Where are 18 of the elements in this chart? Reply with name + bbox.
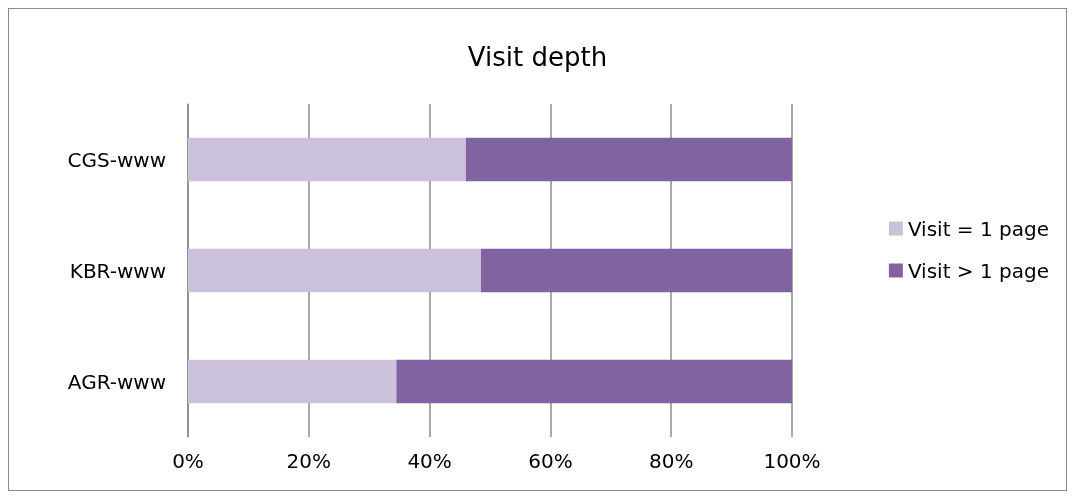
x-tick-label: 60% xyxy=(528,449,573,473)
x-tick-label: 40% xyxy=(407,449,452,473)
y-tick-label: CGS-www xyxy=(67,147,166,172)
bar xyxy=(188,248,481,293)
legend-label: Visit > 1 page xyxy=(907,258,1049,283)
x-tick-label: 100% xyxy=(763,449,821,473)
x-tick-label: 80% xyxy=(648,449,694,473)
y-tick-label: KBR-www xyxy=(69,258,166,283)
bar xyxy=(465,137,792,182)
x-tick-label: 0% xyxy=(172,449,204,473)
bar xyxy=(188,137,466,182)
bar xyxy=(396,359,792,404)
bar xyxy=(480,248,792,293)
chart-title: Visit depth xyxy=(467,42,608,72)
bar xyxy=(188,359,397,404)
legend-label: Visit = 1 page xyxy=(907,216,1049,241)
x-tick-label: 20% xyxy=(286,449,332,473)
y-tick-label: AGR-www xyxy=(67,369,166,394)
